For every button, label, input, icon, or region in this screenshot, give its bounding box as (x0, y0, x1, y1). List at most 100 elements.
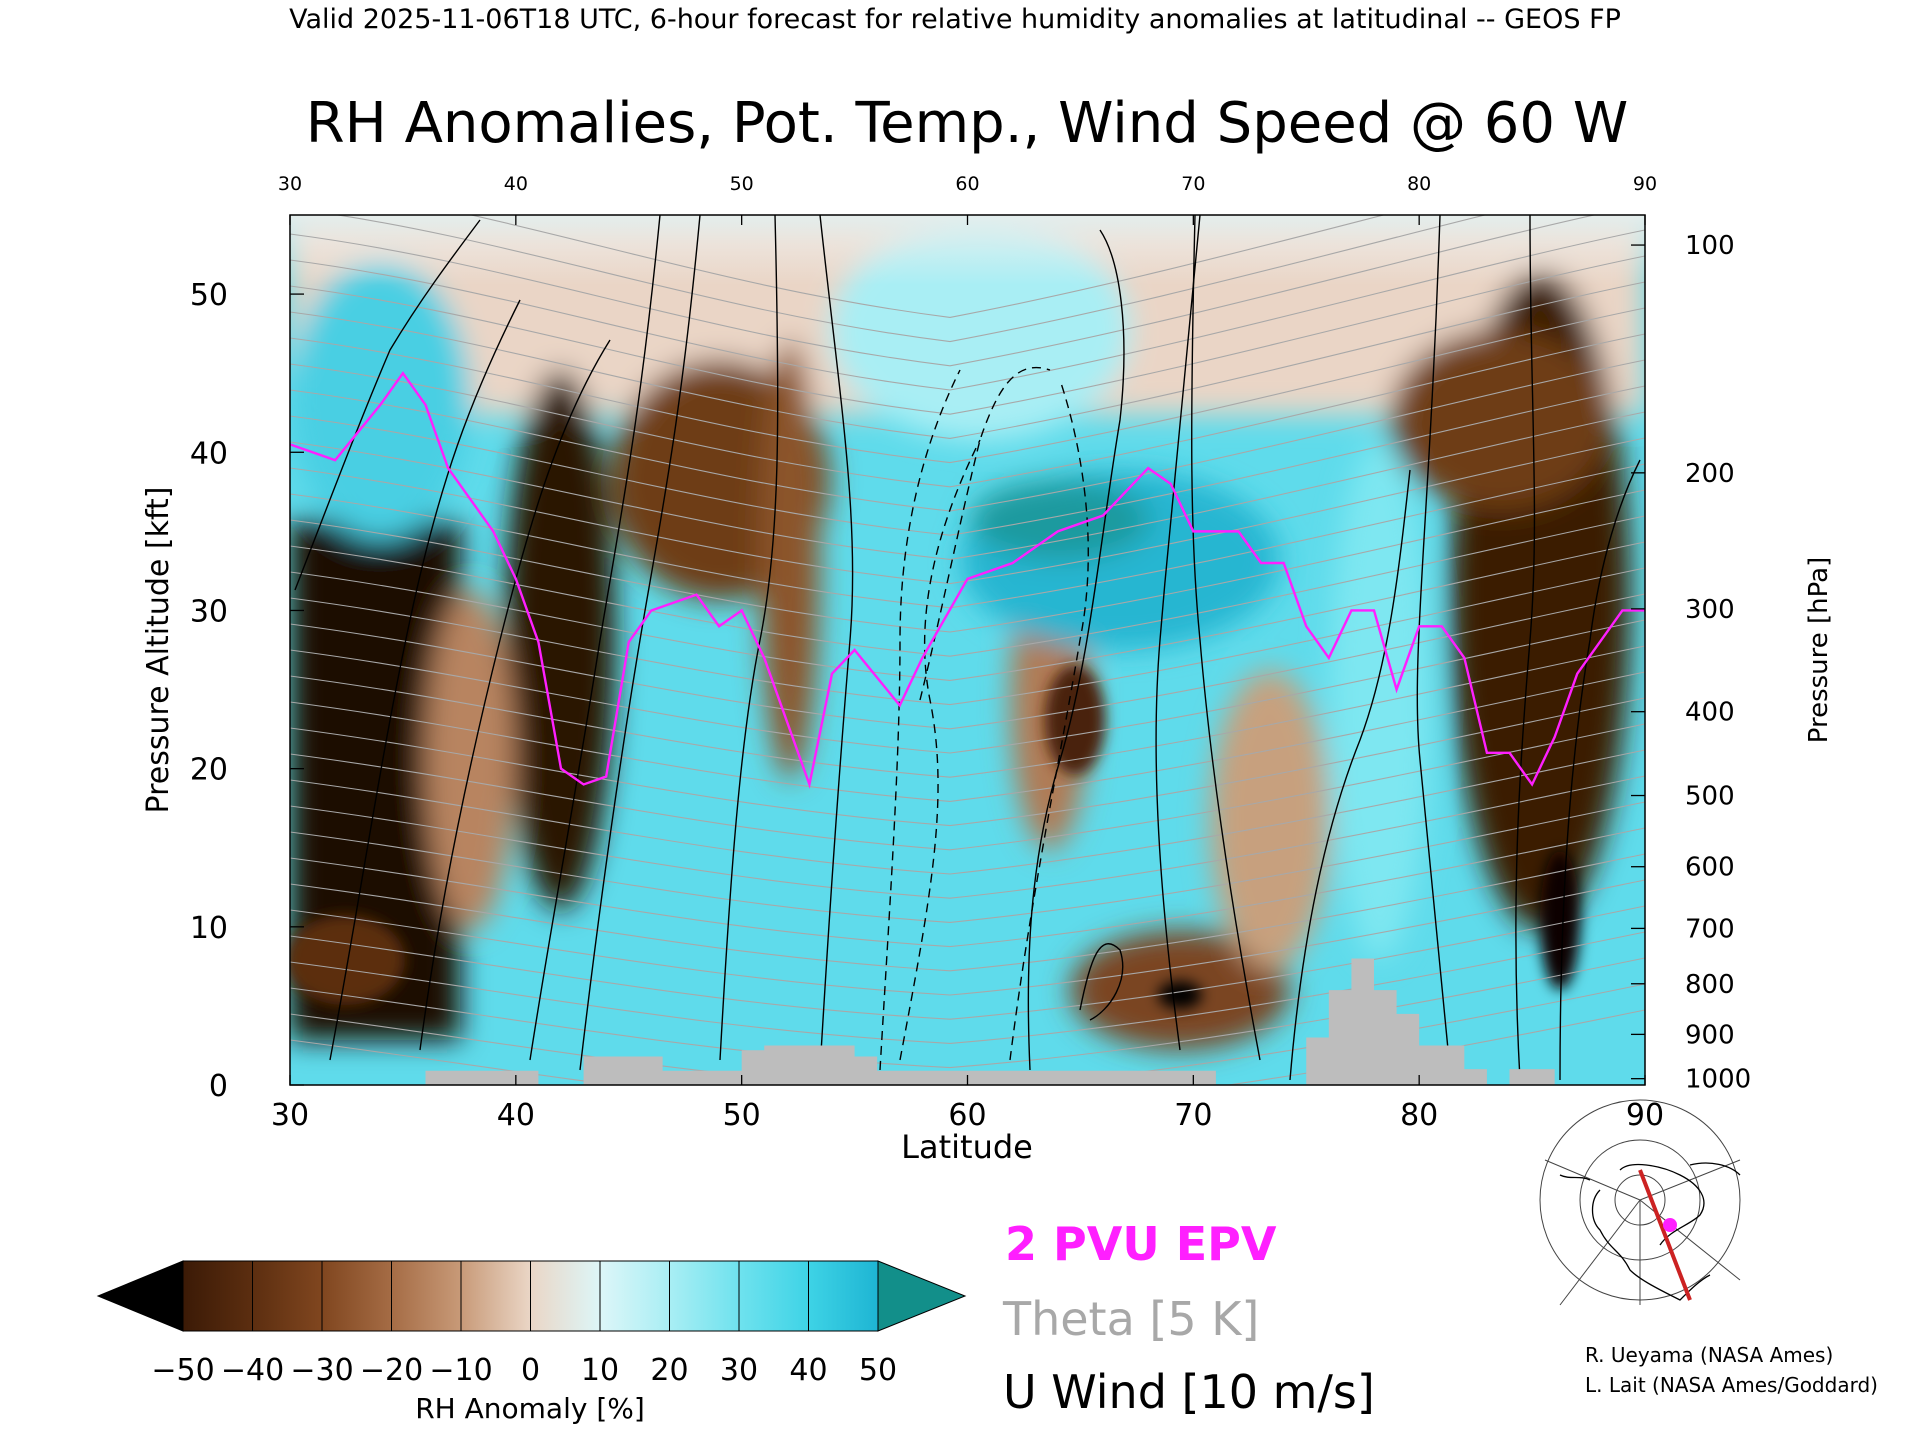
theta-contour (290, 749, 1645, 875)
u-wind-contour (1009, 379, 1089, 1061)
u-wind-contours (294, 215, 1641, 1081)
x-tick-label: 30 (271, 1098, 309, 1133)
colorbar-segment (252, 1260, 323, 1332)
theta-contour (290, 515, 1645, 657)
legend-epv: 2 PVU EPV (1005, 1217, 1277, 1271)
colorbar-tick-label: −50 (151, 1353, 214, 1388)
theta-contour (290, 385, 1645, 536)
x-tick-label: 60 (948, 1098, 986, 1133)
theta-contour (290, 619, 1645, 754)
colorbar-segment (460, 1260, 531, 1332)
theta-contour (334, 215, 1487, 343)
u-wind-contour (1559, 459, 1641, 1081)
theta-contour (290, 957, 1645, 1069)
theta-contours (290, 215, 1645, 1085)
u-wind-contour (879, 369, 961, 1071)
u-wind-contour (1027, 229, 1125, 1071)
y-tick-label: 50 (190, 278, 228, 313)
colorbar-tick-label: −30 (290, 1353, 353, 1388)
y-tick-label: 10 (190, 911, 228, 946)
pressure-tick-label: 200 (1685, 459, 1735, 489)
x-tick-label-top: 60 (955, 173, 979, 195)
x-tick-label-top: 50 (730, 173, 754, 195)
theta-contour (290, 593, 1645, 730)
colorbar-tick-label: 0 (521, 1353, 540, 1388)
y-axis-label-right: Pressure [hPa] (1804, 557, 1834, 744)
axes: 3030404050506060707080809090010203040501… (190, 173, 1751, 1133)
chart-title: RH Anomalies, Pot. Temp., Wind Speed @ 6… (306, 91, 1628, 156)
epv-2pvu-line (290, 371, 1645, 789)
colorbar-tick-label: −10 (429, 1353, 492, 1388)
pressure-tick-label: 300 (1685, 595, 1735, 625)
u-wind-contour (419, 339, 611, 1051)
theta-contour (290, 775, 1645, 899)
credit-line-1: R. Ueyama (NASA Ames) (1585, 1343, 1833, 1367)
x-tick-label: 50 (723, 1098, 761, 1133)
pressure-tick-label: 100 (1685, 231, 1735, 261)
colorbar-low-arrow (96, 1260, 184, 1332)
u-wind-contour (294, 219, 481, 591)
colorbar-tick-label: 20 (650, 1353, 688, 1388)
theta-contour (468, 215, 1386, 318)
colorbar-segment (669, 1260, 740, 1332)
u-wind-contour (579, 215, 701, 1071)
theta-contour (290, 215, 1597, 367)
theta-contour (290, 645, 1645, 778)
x-tick-label: 70 (1174, 1098, 1212, 1133)
x-tick-label: 90 (1626, 1098, 1664, 1133)
theta-contour (290, 801, 1645, 923)
colorbar-segment (738, 1260, 809, 1332)
u-wind-contour (1155, 215, 1201, 1051)
theta-contour (290, 671, 1645, 802)
pressure-tick-label: 400 (1685, 698, 1735, 728)
theta-contour (290, 827, 1645, 948)
colorbar-segment (321, 1260, 392, 1332)
colorbar-tick-label: 10 (581, 1353, 619, 1388)
colorbar-tick-label: 30 (720, 1353, 758, 1388)
u-wind-contour (819, 215, 854, 1071)
theta-contour (290, 255, 1645, 415)
x-tick-label-top: 40 (504, 173, 528, 195)
theta-contour (290, 281, 1645, 439)
theta-contour (290, 437, 1645, 585)
pressure-tick-label: 600 (1685, 853, 1735, 883)
pressure-tick-label: 500 (1685, 782, 1735, 812)
x-tick-label: 80 (1400, 1098, 1438, 1133)
header-text: Valid 2025-11-06T18 UTC, 6-hour forecast… (289, 4, 1621, 35)
colorbar-tick-label: 50 (859, 1353, 897, 1388)
theta-contour (290, 697, 1645, 827)
u-wind-contour (1515, 215, 1536, 1081)
y-axis-label-left: Pressure Altitude [kft] (141, 487, 176, 814)
theta-contour (290, 879, 1645, 996)
u-wind-contour (1079, 943, 1124, 1021)
theta-contour (290, 905, 1645, 1020)
theta-contour (290, 411, 1645, 560)
theta-contour (290, 853, 1645, 972)
legend-theta: Theta [5 K] (1002, 1292, 1259, 1346)
theta-contour (290, 489, 1645, 633)
theta-contour (290, 541, 1645, 681)
theta-contour (290, 359, 1645, 512)
rh-anomaly-field (290, 215, 1645, 1085)
pressure-tick-label: 1000 (1685, 1065, 1751, 1095)
x-tick-label-top: 80 (1407, 173, 1431, 195)
u-wind-contour (719, 215, 779, 1061)
credit-line-2: L. Lait (NASA Ames/Goddard) (1585, 1373, 1878, 1397)
x-tick-label-top: 30 (278, 173, 302, 195)
colorbar-segment (391, 1260, 462, 1332)
y-tick-label: 40 (190, 436, 228, 471)
pressure-tick-label: 800 (1685, 970, 1735, 1000)
colorbar-segment (808, 1260, 879, 1332)
theta-contour (290, 567, 1645, 706)
colorbar-segment (530, 1260, 601, 1332)
y-tick-label: 20 (190, 753, 228, 788)
section-marker (1663, 1218, 1677, 1232)
y-tick-label: 0 (209, 1069, 228, 1104)
colorbar-segment (599, 1260, 670, 1332)
colorbar: −50 −40 −30 −20 −10 0 10 20 30 40 50 (96, 1260, 967, 1388)
x-tick-label: 40 (497, 1098, 535, 1133)
legend-wind: U Wind [10 m/s] (1003, 1365, 1375, 1419)
pressure-tick-label: 700 (1685, 914, 1735, 944)
u-wind-contour (529, 215, 661, 1061)
